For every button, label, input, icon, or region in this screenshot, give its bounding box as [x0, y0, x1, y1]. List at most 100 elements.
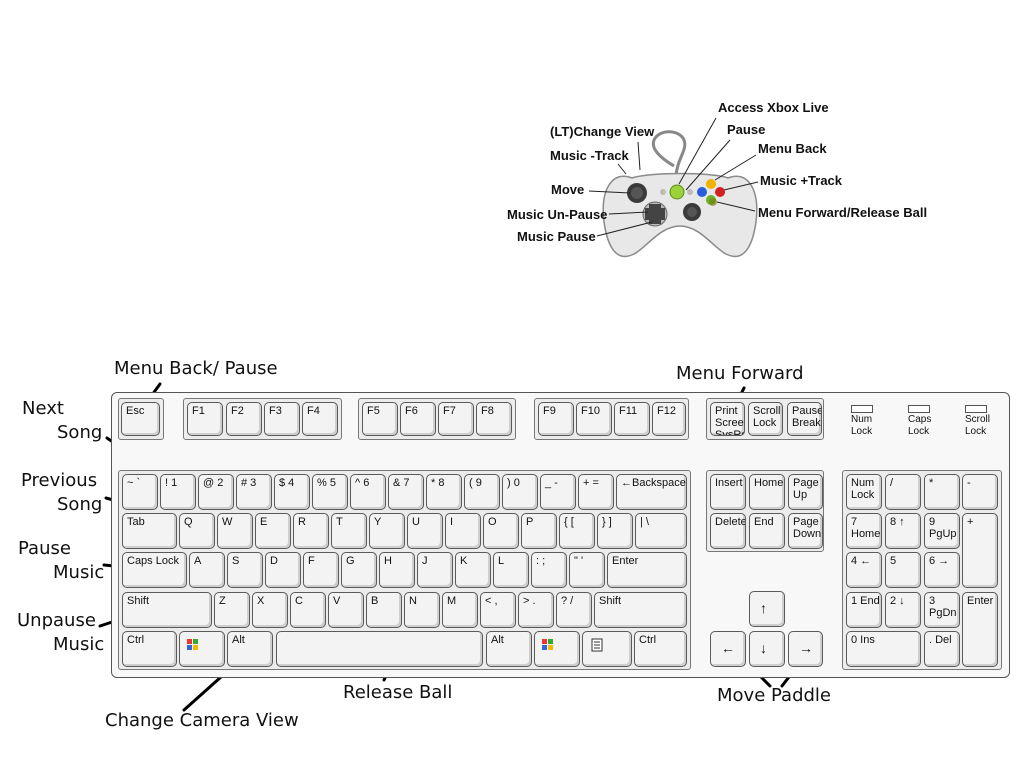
key-s[interactable]: S: [227, 552, 263, 588]
key-lshift[interactable]: Shift: [122, 592, 212, 628]
key-caps[interactable]: Caps Lock: [122, 552, 187, 588]
key-lbr[interactable]: { [: [559, 513, 595, 549]
key-up[interactable]: ↑: [749, 591, 785, 627]
key-x[interactable]: X: [252, 592, 288, 628]
key-numlock[interactable]: Num Lock: [846, 474, 882, 510]
key-bslash[interactable]: | \: [635, 513, 687, 549]
key-k6[interactable]: ^ 6: [350, 474, 386, 510]
key-backspace[interactable]: ←Backspace: [616, 474, 687, 510]
key-esc[interactable]: Esc: [121, 402, 160, 436]
key-n[interactable]: N: [404, 592, 440, 628]
key-v[interactable]: V: [328, 592, 364, 628]
key-f3[interactable]: F3: [264, 402, 300, 436]
key-r[interactable]: R: [293, 513, 329, 549]
key-k4[interactable]: $ 4: [274, 474, 310, 510]
key-minus[interactable]: _ -: [540, 474, 576, 510]
key-j[interactable]: J: [417, 552, 453, 588]
key-n8[interactable]: 8 ↑: [885, 513, 921, 549]
key-e[interactable]: E: [255, 513, 291, 549]
key-m[interactable]: M: [442, 592, 478, 628]
key-n3[interactable]: 3 PgDn: [924, 592, 960, 628]
key-h[interactable]: H: [379, 552, 415, 588]
key-lctrl[interactable]: Ctrl: [122, 631, 177, 667]
key-tilde[interactable]: ~ `: [122, 474, 158, 510]
key-f7[interactable]: F7: [438, 402, 474, 436]
key-pause[interactable]: Pause Break: [787, 402, 822, 436]
key-n9[interactable]: 9 PgUp: [924, 513, 960, 549]
key-o[interactable]: O: [483, 513, 519, 549]
key-ndiv[interactable]: /: [885, 474, 921, 510]
key-ndel[interactable]: . Del: [924, 631, 960, 667]
key-c[interactable]: C: [290, 592, 326, 628]
key-k1[interactable]: ! 1: [160, 474, 196, 510]
key-k7[interactable]: & 7: [388, 474, 424, 510]
key-n2[interactable]: 2 ↓: [885, 592, 921, 628]
key-b[interactable]: B: [366, 592, 402, 628]
key-pgdn[interactable]: Page Down: [788, 513, 823, 549]
key-tab[interactable]: Tab: [122, 513, 177, 549]
key-nenter[interactable]: Enter: [962, 592, 998, 667]
key-space[interactable]: [276, 631, 483, 667]
key-down[interactable]: ↓: [749, 631, 785, 667]
key-f8[interactable]: F8: [476, 402, 512, 436]
key-n5[interactable]: 5: [885, 552, 921, 588]
key-u[interactable]: U: [407, 513, 443, 549]
key-k2[interactable]: @ 2: [198, 474, 234, 510]
key-rbr[interactable]: } ]: [597, 513, 633, 549]
key-nmul[interactable]: *: [924, 474, 960, 510]
key-n6[interactable]: 6 →: [924, 552, 960, 588]
key-d[interactable]: D: [265, 552, 301, 588]
key-f10[interactable]: F10: [576, 402, 612, 436]
key-f2[interactable]: F2: [226, 402, 262, 436]
key-f4[interactable]: F4: [302, 402, 338, 436]
key-enter[interactable]: Enter: [607, 552, 687, 588]
key-prtsc[interactable]: Print Screen SysRq: [710, 402, 745, 436]
key-rctrl[interactable]: Ctrl: [634, 631, 687, 667]
key-k[interactable]: K: [455, 552, 491, 588]
key-end[interactable]: End: [749, 513, 785, 549]
key-insert[interactable]: Insert: [710, 474, 746, 510]
key-y[interactable]: Y: [369, 513, 405, 549]
key-comma[interactable]: < ,: [480, 592, 516, 628]
key-k3[interactable]: # 3: [236, 474, 272, 510]
key-k9[interactable]: ( 9: [464, 474, 500, 510]
key-scroll[interactable]: Scroll Lock: [748, 402, 783, 436]
key-rshift[interactable]: Shift: [594, 592, 687, 628]
key-f9[interactable]: F9: [538, 402, 574, 436]
key-z[interactable]: Z: [214, 592, 250, 628]
key-f11[interactable]: F11: [614, 402, 650, 436]
key-pgup[interactable]: Page Up: [788, 474, 823, 510]
key-n7[interactable]: 7 Home: [846, 513, 882, 549]
key-menu[interactable]: [582, 631, 632, 667]
key-home[interactable]: Home: [749, 474, 785, 510]
key-f6[interactable]: F6: [400, 402, 436, 436]
key-semi[interactable]: : ;: [531, 552, 567, 588]
key-equals[interactable]: + =: [578, 474, 614, 510]
key-f12[interactable]: F12: [652, 402, 686, 436]
key-right[interactable]: →: [788, 631, 823, 667]
key-n1[interactable]: 1 End: [846, 592, 882, 628]
key-lalt[interactable]: Alt: [227, 631, 273, 667]
key-a[interactable]: A: [189, 552, 225, 588]
key-t[interactable]: T: [331, 513, 367, 549]
key-f[interactable]: F: [303, 552, 339, 588]
key-k5[interactable]: % 5: [312, 474, 348, 510]
key-ralt[interactable]: Alt: [486, 631, 532, 667]
key-delete[interactable]: Delete: [710, 513, 746, 549]
key-f1[interactable]: F1: [187, 402, 223, 436]
key-g[interactable]: G: [341, 552, 377, 588]
key-k0[interactable]: ) 0: [502, 474, 538, 510]
key-left[interactable]: ←: [710, 631, 746, 667]
key-rwin[interactable]: [534, 631, 580, 667]
key-f5[interactable]: F5: [362, 402, 398, 436]
key-n0[interactable]: 0 Ins: [846, 631, 921, 667]
key-nminus[interactable]: -: [962, 474, 998, 510]
key-lwin[interactable]: [179, 631, 225, 667]
key-quote[interactable]: " ': [569, 552, 605, 588]
key-nplus[interactable]: +: [962, 513, 998, 588]
key-l[interactable]: L: [493, 552, 529, 588]
key-k8[interactable]: * 8: [426, 474, 462, 510]
key-i[interactable]: I: [445, 513, 481, 549]
key-n4[interactable]: 4 ←: [846, 552, 882, 588]
key-q[interactable]: Q: [179, 513, 215, 549]
